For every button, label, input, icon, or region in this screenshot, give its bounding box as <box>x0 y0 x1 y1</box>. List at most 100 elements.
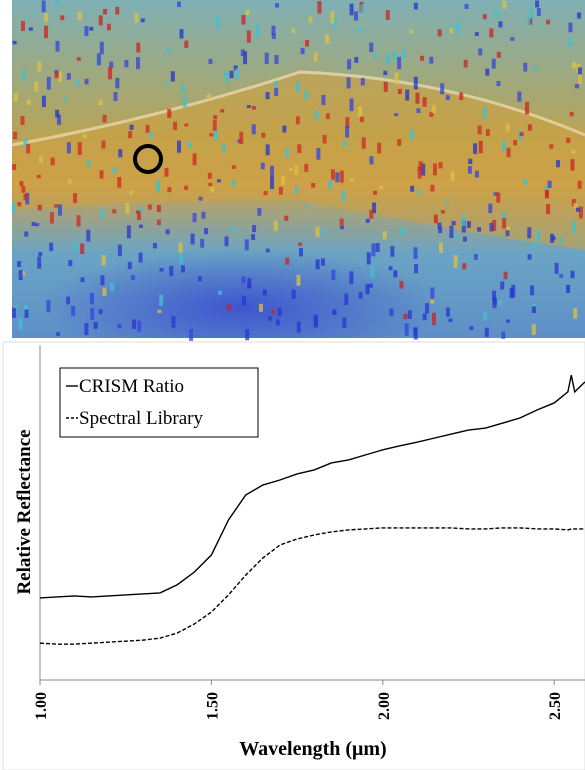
pixel <box>497 52 501 58</box>
pixel <box>173 122 177 130</box>
pixel <box>419 161 423 171</box>
pixel <box>90 308 94 320</box>
pixel <box>130 125 134 130</box>
pixel <box>432 313 436 325</box>
pixel <box>56 332 60 336</box>
pixel <box>241 276 245 283</box>
pixel <box>271 26 275 35</box>
pixel <box>266 144 270 155</box>
pixel <box>344 293 348 305</box>
pixel <box>148 205 152 210</box>
pixel <box>261 163 265 170</box>
pixel <box>441 210 445 213</box>
pixel <box>570 112 574 116</box>
pixel <box>245 329 249 340</box>
pixel <box>60 15 64 20</box>
pixel <box>55 110 59 118</box>
pixel <box>507 148 511 157</box>
pixel <box>128 131 132 138</box>
pixel <box>456 21 460 34</box>
pixel <box>297 322 301 333</box>
x-tick-label: 1.50 <box>204 692 221 720</box>
pixel <box>124 60 128 67</box>
pixel <box>78 142 82 155</box>
pixel <box>414 327 418 339</box>
pixel <box>488 204 492 214</box>
pixel <box>132 319 136 328</box>
pixel <box>58 204 62 215</box>
page: Relative Reflectance Wavelength (μm) 1.0… <box>0 0 585 770</box>
pixel <box>207 94 211 100</box>
pixel <box>213 120 217 131</box>
pixel <box>463 237 467 242</box>
pixel <box>261 133 265 138</box>
pixel <box>198 276 202 281</box>
pixel <box>525 102 529 115</box>
pixel <box>510 288 514 298</box>
pixel <box>578 74 582 83</box>
pixel <box>366 219 370 223</box>
pixel <box>498 21 502 27</box>
pixel <box>403 314 407 320</box>
pixel <box>101 141 105 149</box>
pixel <box>139 225 143 228</box>
pixel <box>86 230 90 242</box>
pixel <box>128 262 132 269</box>
pixel <box>331 169 335 180</box>
pixel <box>506 123 510 131</box>
pixel <box>73 193 77 203</box>
pixel <box>251 234 255 240</box>
pixel <box>555 263 559 274</box>
pixel <box>527 227 531 238</box>
pixel <box>27 100 31 105</box>
pixel <box>358 106 362 117</box>
pixel <box>305 40 309 47</box>
pixel <box>361 78 365 86</box>
pixel <box>220 109 224 112</box>
pixel <box>414 247 418 259</box>
pixel <box>217 179 221 182</box>
pixel <box>469 326 473 330</box>
pixel <box>42 1 46 13</box>
pixel <box>296 275 300 286</box>
pixel <box>316 148 320 160</box>
pixel <box>449 28 453 34</box>
pixel <box>235 69 239 80</box>
pixel <box>247 105 251 108</box>
pixel <box>331 270 335 280</box>
pixel <box>177 141 181 153</box>
pixel <box>208 59 212 64</box>
pixel <box>146 125 150 133</box>
pixel <box>475 171 479 178</box>
pixel <box>506 230 510 236</box>
pixel <box>374 55 378 59</box>
pixel <box>210 187 214 192</box>
pixel <box>135 13 139 23</box>
pixel <box>479 141 483 153</box>
pixel <box>392 51 396 60</box>
pixel <box>402 49 406 58</box>
pixel <box>489 28 493 37</box>
pixel <box>410 130 414 141</box>
pixel <box>115 78 119 89</box>
pixel <box>20 116 24 125</box>
pixel <box>314 53 318 62</box>
pixel <box>246 10 250 15</box>
pixel <box>222 144 226 152</box>
pixel <box>321 258 325 265</box>
pixel <box>252 106 256 110</box>
pixel <box>112 209 116 213</box>
pixel <box>179 29 183 38</box>
pixel <box>231 180 235 187</box>
pixel <box>227 304 231 310</box>
pixel <box>454 235 458 239</box>
pixel <box>354 11 358 20</box>
pixel <box>438 29 442 36</box>
pixel <box>100 170 104 178</box>
pixel <box>367 252 371 264</box>
pixel <box>78 11 82 20</box>
pixel <box>199 197 203 201</box>
pixel <box>451 171 455 181</box>
pixel <box>524 179 528 185</box>
pixel <box>311 183 315 188</box>
